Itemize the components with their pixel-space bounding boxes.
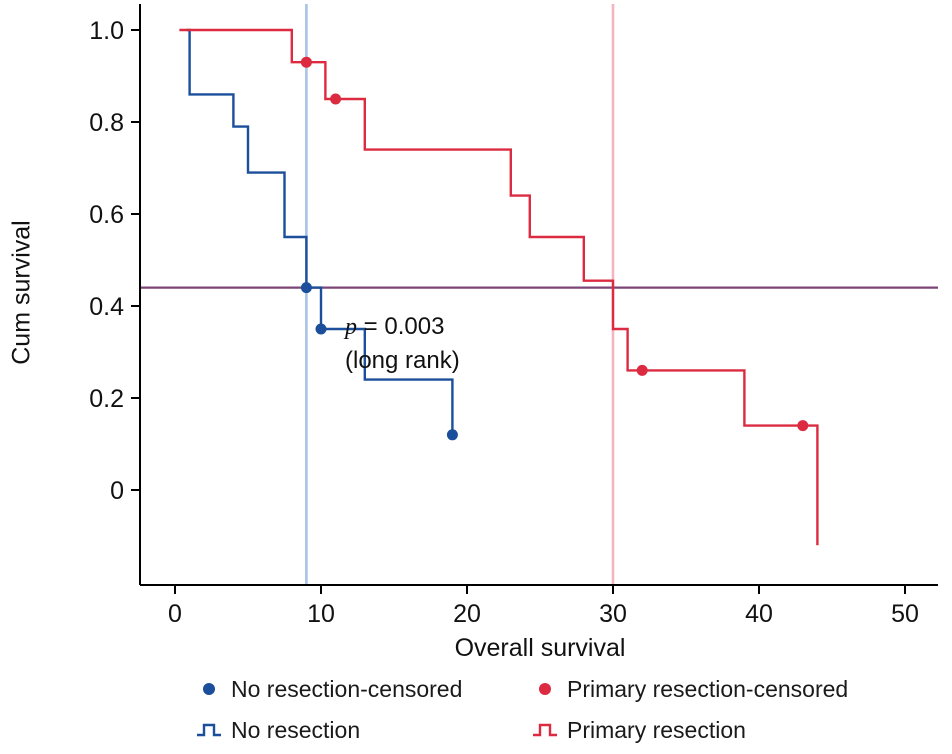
x-axis-title: Overall survival	[454, 634, 626, 662]
km-curve	[186, 28, 457, 436]
legend-label: No resection-censored	[231, 675, 463, 702]
x-tick-label: 0	[168, 600, 182, 628]
legend-item-primary-resection-censored: Primary resection-censored	[532, 676, 848, 702]
legend-item-no-resection: No resection	[196, 717, 360, 743]
censor-mark	[636, 364, 648, 376]
y-tick-label: 0	[110, 477, 124, 505]
legend-label: Primary resection-censored	[567, 675, 849, 702]
step-line-icon	[196, 722, 222, 738]
p-value-text: = 0.003	[357, 313, 445, 340]
legend-label: No resection	[231, 716, 361, 743]
survival-plot: 0 10 20 30 40 50 1.0 0.8 0.6 0.4 0.2 0	[89, 4, 938, 628]
step-line-icon	[532, 722, 558, 738]
censor-mark	[446, 429, 458, 441]
censor-mark	[300, 282, 312, 294]
y-tick-label: 0.2	[89, 385, 124, 413]
legend-item-primary-resection: Primary resection	[532, 717, 746, 743]
censor-mark	[330, 93, 342, 105]
x-tick-label: 30	[599, 600, 627, 628]
censored-dot-icon	[532, 683, 558, 695]
y-tick-label: 0.6	[89, 201, 124, 229]
y-tick-label: 1.0	[89, 17, 124, 45]
x-tick-label: 40	[745, 600, 773, 628]
p-value-annotation: p = 0.003 (long rank)	[345, 310, 460, 377]
censor-mark	[315, 323, 327, 335]
censored-dot-icon	[196, 683, 222, 695]
km-curve	[179, 28, 819, 546]
censor-mark	[300, 56, 312, 68]
x-tick-label: 20	[453, 600, 481, 628]
x-tick-label: 50	[891, 600, 919, 628]
p-value-line: p = 0.003	[345, 313, 444, 340]
y-tick-label: 0.8	[89, 109, 124, 137]
censor-mark	[797, 420, 809, 432]
p-test-name: (long rank)	[345, 347, 460, 374]
y-tick-label: 0.4	[89, 293, 124, 321]
p-symbol: p	[345, 314, 357, 340]
x-tick-label: 10	[307, 600, 335, 628]
legend-item-no-resection-censored: No resection-censored	[196, 676, 462, 702]
legend-label: Primary resection	[567, 716, 746, 743]
